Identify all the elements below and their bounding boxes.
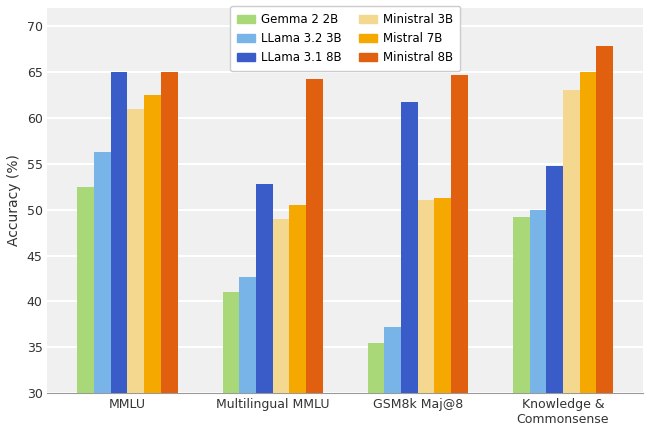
Bar [289,205,306,433]
Bar [418,200,434,433]
Bar [451,75,468,433]
Bar [580,72,596,433]
Bar [306,79,322,433]
Bar [434,198,451,433]
Legend: Gemma 2 2B, LLama 3.2 3B, LLama 3.1 8B, Ministral 3B, Mistral 7B, Ministral 8B: Gemma 2 2B, LLama 3.2 3B, LLama 3.1 8B, … [230,6,460,71]
Bar [272,219,289,433]
Bar [530,210,546,433]
Bar [127,109,144,433]
Bar [111,72,127,433]
Bar [401,102,418,433]
Bar [144,95,161,433]
Bar [256,184,272,433]
Bar [239,277,256,433]
Bar [77,187,94,433]
Bar [513,217,530,433]
Bar [596,46,613,433]
Bar [161,72,177,433]
Bar [94,152,111,433]
Bar [384,327,401,433]
Bar [222,292,239,433]
Bar [368,343,384,433]
Y-axis label: Accuracy (%): Accuracy (%) [7,155,21,246]
Bar [563,90,580,433]
Bar [546,167,563,433]
